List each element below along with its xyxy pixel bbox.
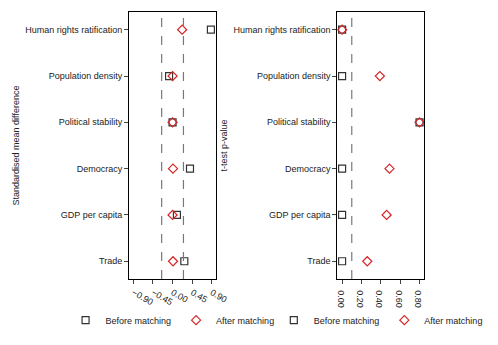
svg-text:After matching: After matching (216, 316, 274, 326)
svg-text:Human rights ratification: Human rights ratification (25, 25, 122, 35)
svg-text:0.20: 0.20 (355, 290, 365, 308)
svg-text:0.80: 0.80 (413, 290, 423, 308)
svg-text:Political stability: Political stability (267, 117, 331, 127)
svg-text:0.00: 0.00 (336, 290, 346, 308)
svg-text:Before matching: Before matching (314, 316, 380, 326)
svg-text:GDP per capita: GDP per capita (269, 210, 330, 220)
svg-text:After matching: After matching (424, 316, 482, 326)
svg-text:0.40: 0.40 (374, 290, 384, 308)
svg-text:Political stability: Political stability (59, 117, 123, 127)
svg-text:−0.45: −0.45 (150, 287, 175, 307)
svg-text:GDP per capita: GDP per capita (61, 210, 122, 220)
svg-text:Democracy: Democracy (77, 164, 123, 174)
svg-text:0.60: 0.60 (394, 290, 404, 308)
svg-text:−0.90: −0.90 (130, 287, 155, 307)
svg-text:t-test p-value: t-test p-value (219, 119, 229, 171)
svg-text:0.45: 0.45 (189, 287, 209, 304)
svg-text:Population density: Population density (49, 71, 123, 81)
svg-text:Before matching: Before matching (106, 316, 172, 326)
svg-text:Human rights ratification: Human rights ratification (233, 25, 330, 35)
svg-text:Standardised mean difference: Standardised mean difference (11, 86, 21, 206)
svg-text:Trade: Trade (99, 256, 122, 266)
svg-text:Population density: Population density (257, 71, 331, 81)
svg-text:0.00: 0.00 (169, 287, 189, 304)
svg-text:Democracy: Democracy (285, 164, 331, 174)
svg-text:0.90: 0.90 (209, 287, 229, 304)
svg-text:Trade: Trade (307, 256, 330, 266)
